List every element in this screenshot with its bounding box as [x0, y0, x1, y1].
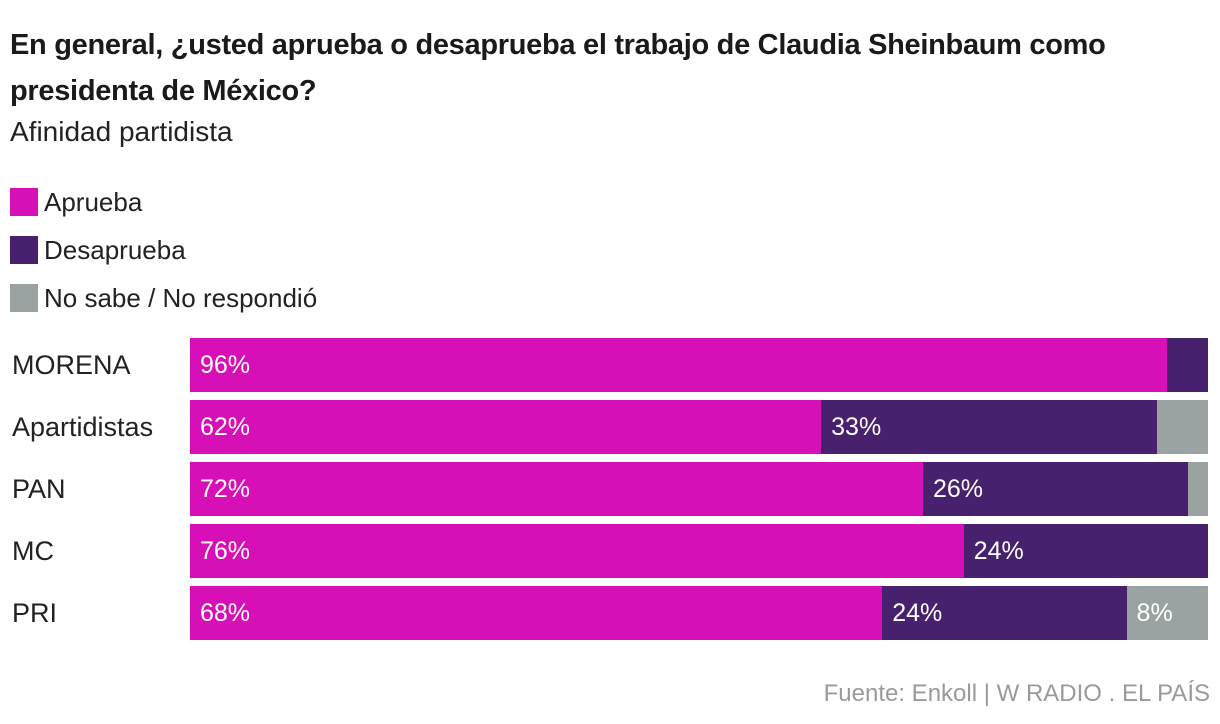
data-label: 24%	[892, 599, 943, 627]
data-label: 96%	[200, 351, 251, 379]
chart-title: En general, ¿usted aprueba o desaprueba …	[10, 29, 1106, 107]
bar-segment-desaprueba: 26%	[922, 462, 1188, 516]
bar-segment-desaprueba: 33%	[821, 400, 1158, 454]
data-label: 68%	[200, 599, 251, 627]
bar-segment-desaprueba: 24%	[882, 586, 1127, 640]
bar-row-mc: 76% 24%	[190, 524, 1208, 578]
data-label: 33%	[831, 413, 882, 441]
legend-label-desaprueba: Desaprueba	[44, 234, 186, 265]
data-label: 24%	[973, 537, 1024, 565]
bar-segment-aprueba: 68%	[190, 586, 883, 640]
bar-segment-aprueba: 72%	[190, 462, 923, 516]
bar-row-morena: 96%	[190, 338, 1208, 392]
bar-row-pri: 68% 24% 8%	[190, 586, 1208, 640]
data-label: 76%	[200, 537, 251, 565]
data-label: 62%	[200, 413, 251, 441]
legend-swatch-desaprueba	[10, 236, 38, 264]
data-label: 26%	[932, 475, 983, 503]
legend: Aprueba Desaprueba No sabe / No respondi…	[10, 178, 317, 322]
category-label-apartidistas: Apartidistas	[12, 412, 154, 442]
bar-row-pan: 72% 26%	[190, 462, 1208, 516]
legend-item-desaprueba: Desaprueba	[10, 226, 317, 274]
bar-segment-desaprueba	[1167, 338, 1208, 392]
legend-item-aprueba: Aprueba	[10, 178, 317, 226]
bar-segment-aprueba: 96%	[190, 338, 1168, 392]
bar-segment-aprueba: 62%	[190, 400, 822, 454]
category-label-pri: PRI	[12, 598, 58, 628]
bar-row-apartidistas: 62% 33%	[190, 400, 1208, 454]
source-note: Fuente: Enkoll | W RADIO . EL PAÍS	[823, 680, 1210, 707]
bar-segment-desaprueba: 24%	[963, 524, 1208, 578]
legend-label-aprueba: Aprueba	[44, 186, 143, 217]
category-label-pan: PAN	[12, 474, 66, 504]
category-label-mc: MC	[12, 536, 54, 566]
chart-subtitle: Afinidad partidista	[10, 116, 233, 147]
legend-item-no-sabe: No sabe / No respondió	[10, 274, 317, 322]
data-label: 8%	[1136, 599, 1173, 627]
data-label: 72%	[200, 475, 251, 503]
legend-swatch-no-sabe	[10, 284, 38, 312]
legend-swatch-aprueba	[10, 188, 38, 216]
bar-segment-no-sabe-no-respondio	[1157, 400, 1208, 454]
bar-segment-no-sabe-no-respondio	[1187, 462, 1208, 516]
bar-segment-aprueba: 76%	[190, 524, 964, 578]
category-label-morena: MORENA	[12, 350, 131, 380]
bar-segment-no-sabe-no-respondio: 8%	[1126, 586, 1208, 640]
legend-label-no-sabe: No sabe / No respondió	[44, 282, 318, 313]
